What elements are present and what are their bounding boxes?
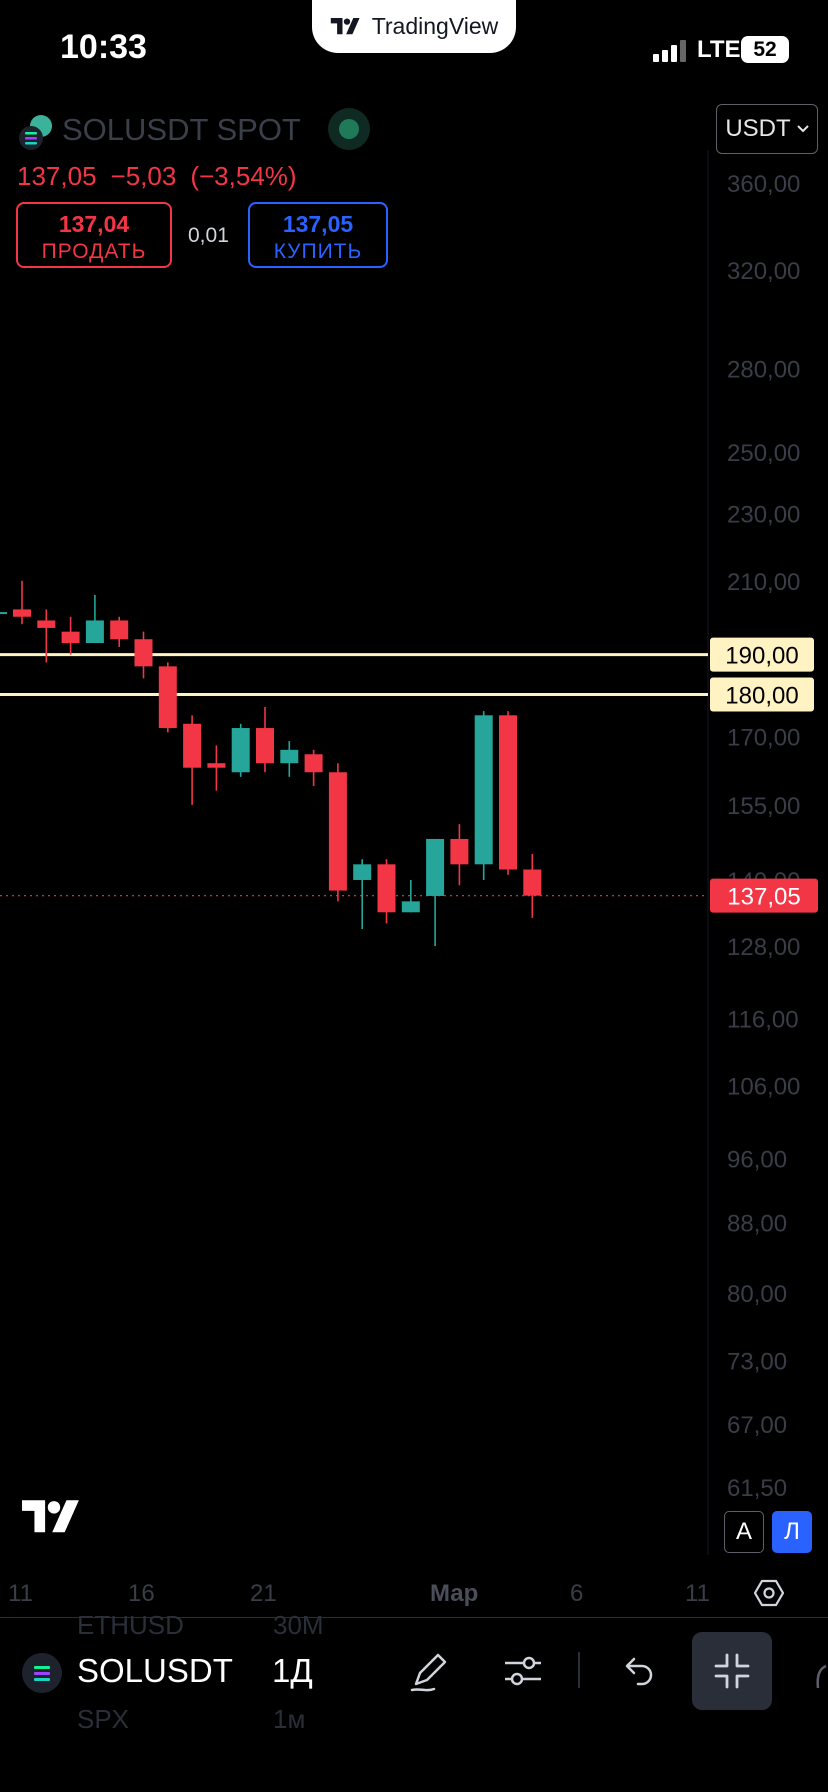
- candle-body: [256, 728, 274, 764]
- battery-icon: 52: [741, 36, 789, 63]
- signal-icon: [653, 40, 686, 62]
- x-tick-label: Мар: [430, 1580, 478, 1607]
- level-price-label: [710, 677, 814, 712]
- app-pill[interactable]: TradingView: [312, 0, 516, 53]
- drawing-tool-icon[interactable]: [406, 1648, 452, 1694]
- y-tick-label: 80,00: [727, 1281, 787, 1308]
- status-time: 10:33: [60, 28, 147, 66]
- candle-body: [231, 728, 250, 773]
- buy-button[interactable]: 137,05 КУПИТЬ: [248, 202, 388, 268]
- spread-value: 0,01: [188, 224, 229, 247]
- symbol-title[interactable]: SOLUSDT SPOT: [62, 112, 301, 147]
- log-scale-button[interactable]: Л: [772, 1511, 812, 1553]
- currency-label: USDT: [725, 115, 791, 142]
- sell-label: ПРОДАТЬ: [41, 240, 147, 263]
- x-tick-label: 6: [570, 1580, 583, 1607]
- auto-scale-button[interactable]: A: [724, 1511, 764, 1553]
- last-price: 137,05: [17, 161, 97, 191]
- y-tick-label: 106,00: [727, 1073, 800, 1100]
- sell-price: 137,04: [58, 211, 130, 237]
- buy-label: КУПИТЬ: [273, 240, 363, 263]
- y-tick-label: 116,00: [727, 1007, 799, 1034]
- candle-body: [13, 609, 31, 617]
- candle-body: [499, 715, 517, 870]
- y-tick-label: 170,00: [727, 725, 800, 752]
- undo-icon[interactable]: [618, 1652, 658, 1692]
- current-price-label: [710, 878, 818, 913]
- x-tick-label: 16: [128, 1580, 155, 1607]
- y-tick-label: 155,00: [727, 793, 800, 820]
- network-label: LTE: [697, 36, 741, 63]
- level-price-text: 180,00: [725, 683, 798, 710]
- candle-body: [207, 763, 226, 768]
- quote-line: 137,05 −5,03 (−3,54%): [17, 161, 311, 192]
- exit-fullscreen-button[interactable]: [692, 1632, 772, 1710]
- chevron-down-icon: [796, 125, 809, 133]
- market-status-icon[interactable]: [328, 108, 370, 150]
- level-price-label: [710, 637, 814, 672]
- buy-price: 137,05: [282, 211, 354, 237]
- y-tick-label: 67,00: [727, 1412, 787, 1439]
- x-tick-label: 21: [250, 1580, 277, 1607]
- symbol-selector[interactable]: SOLUSDT: [77, 1652, 233, 1689]
- candle-body: [134, 639, 153, 667]
- more-icon[interactable]: [808, 1662, 828, 1692]
- sell-button[interactable]: 137,04 ПРОДАТЬ: [16, 202, 172, 268]
- ghost-interval: 30М: [273, 1610, 324, 1640]
- candle-body: [353, 864, 372, 880]
- settings-icon[interactable]: [754, 1578, 784, 1608]
- candle-body: [377, 864, 396, 913]
- candle-body: [85, 620, 104, 644]
- current-price-text: 137,05: [727, 884, 800, 911]
- y-tick-label: 280,00: [727, 356, 800, 383]
- symbol-logo-icon: [19, 115, 52, 150]
- candle-body: [328, 772, 347, 891]
- y-tick-label: 88,00: [727, 1211, 787, 1238]
- ghost-symbol: ETHUSD: [77, 1610, 184, 1640]
- candle-body: [523, 869, 542, 896]
- ghost-symbol: SPX: [77, 1704, 130, 1734]
- y-tick-label: 96,00: [727, 1146, 787, 1173]
- candle-body: [280, 749, 299, 764]
- y-tick-label: 210,00: [727, 569, 800, 596]
- price-change-percent: (−3,54%): [190, 161, 297, 191]
- price-chart[interactable]: 360,00 320,00 280,00 250,00 230,00 210,00 170,…: [0, 0, 828, 1620]
- interval-selector[interactable]: 1Д: [272, 1652, 313, 1689]
- price-change: −5,03: [110, 161, 177, 191]
- y-tick-label: 61,50: [727, 1475, 787, 1502]
- collapse-icon: [714, 1653, 750, 1689]
- candle-body: [61, 631, 80, 644]
- y-tick-label: 73,00: [727, 1348, 787, 1375]
- candle-body: [401, 901, 420, 913]
- symbol-logo-icon: [22, 1653, 62, 1693]
- y-tick-label: 230,00: [727, 502, 800, 529]
- x-tick-label: 11: [685, 1580, 710, 1607]
- divider: [0, 1617, 828, 1618]
- y-tick-label: 360,00: [727, 171, 800, 198]
- candle-body: [450, 838, 469, 865]
- tradingview-logo-icon: [330, 17, 360, 34]
- candle-body: [110, 620, 129, 640]
- indicators-icon[interactable]: [502, 1650, 544, 1692]
- candle-body: [183, 723, 202, 768]
- toolbar-separator: [578, 1652, 580, 1688]
- tradingview-watermark-icon: [22, 1500, 79, 1533]
- candle-body: [37, 620, 56, 628]
- candle-body: [304, 754, 323, 773]
- level-price-text: 190,00: [725, 643, 798, 670]
- y-tick-label: 320,00: [727, 258, 800, 285]
- y-tick-label: 250,00: [727, 440, 800, 467]
- ghost-interval: 1м: [273, 1704, 306, 1734]
- candle-body: [474, 715, 493, 865]
- currency-select[interactable]: USDT: [716, 104, 818, 154]
- candle-body: [158, 666, 177, 729]
- x-tick-label: 11: [8, 1580, 33, 1607]
- candle-body: [426, 838, 445, 896]
- app-pill-label: TradingView: [371, 13, 499, 39]
- y-tick-label: 128,00: [727, 934, 800, 961]
